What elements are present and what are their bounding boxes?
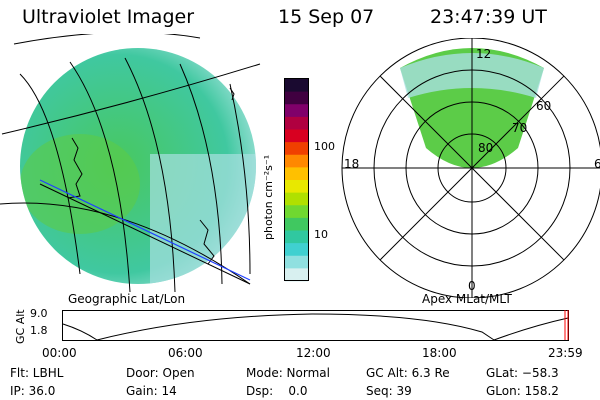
instrument-title: Ultraviolet Imager <box>22 6 195 28</box>
geo-grid-line <box>229 83 251 275</box>
colorbar-unit-label: photon cm⁻²s⁻¹ <box>262 154 275 240</box>
polar-mlt-6: 6 <box>594 157 600 171</box>
status-filter: Flt: LBHL <box>10 366 64 380</box>
polar-mlt-18: 18 <box>344 157 359 171</box>
colorbar-segment <box>285 154 308 168</box>
status-glon: GLon: 158.2 <box>486 384 559 398</box>
colorbar-segment <box>285 142 308 156</box>
colorbar-segment <box>285 255 308 269</box>
colorbar-tick-10: 10 <box>314 228 328 241</box>
strip-tick-0600: 06:00 <box>168 346 203 360</box>
geo-grid-line <box>124 57 176 293</box>
colorbar-segment <box>285 167 308 181</box>
colorbar-segment <box>285 243 308 257</box>
geo-grid-line <box>19 73 81 275</box>
geo-grid-line <box>1 63 261 135</box>
geographic-image <box>0 34 261 293</box>
colorbar-segment <box>285 79 308 93</box>
status-gain: Gain: 14 <box>126 384 177 398</box>
geo-grid-line <box>13 34 201 45</box>
colorbar-segment <box>285 129 308 143</box>
colorbar-segment <box>285 268 308 282</box>
colorbar-segment <box>285 192 308 206</box>
polar-spoke <box>379 75 565 261</box>
polar-lat-80: 80 <box>478 141 493 155</box>
status-glat: GLat: −58.3 <box>486 366 559 380</box>
geo-grid-line <box>69 61 131 293</box>
geo-grid-line <box>179 63 223 285</box>
strip-tick-1800: 18:00 <box>422 346 457 360</box>
colorbar-segment <box>285 104 308 118</box>
strip-tick-2359: 23:59 <box>548 346 583 360</box>
status-door: Door: Open <box>126 366 195 380</box>
polar-caption: Apex MLat/MLT <box>422 292 512 306</box>
gc-alt-tick-9: 9.0 <box>30 307 48 320</box>
date-label: 15 Sep 07 <box>278 6 375 28</box>
strip-tick-0000: 00:00 <box>42 346 77 360</box>
colorbar-segment <box>285 91 308 105</box>
colorbar <box>284 78 309 282</box>
status-mode: Mode: Normal <box>246 366 330 380</box>
colorbar-tick-100: 100 <box>314 140 335 153</box>
colorbar-segment <box>285 205 308 219</box>
polar-plot: 60 70 80 12 18 6 0 <box>341 38 600 298</box>
status-ip: IP: 36.0 <box>10 384 56 398</box>
colorbar-segment <box>285 180 308 194</box>
polar-mlt-12: 12 <box>476 47 491 61</box>
geographic-caption: Geographic Lat/Lon <box>68 292 186 306</box>
colorbar-segment <box>285 217 308 231</box>
altitude-strip <box>62 310 569 341</box>
status-seq: Seq: 39 <box>366 384 412 398</box>
time-label: 23:47:39 UT <box>430 6 547 28</box>
gc-alt-axis-label: GC Alt <box>14 309 27 344</box>
strip-tick-1200: 12:00 <box>296 346 331 360</box>
colorbar-segment <box>285 116 308 130</box>
status-gc-alt: GC Alt: 6.3 Re <box>366 366 450 380</box>
gc-alt-tick-1-8: 1.8 <box>30 324 48 337</box>
polar-lat-60: 60 <box>536 99 551 113</box>
status-dsp: Dsp: 0.0 <box>246 384 308 398</box>
polar-lat-70: 70 <box>512 121 527 135</box>
polar-mlt-0: 0 <box>468 279 476 293</box>
colorbar-segment <box>285 230 308 244</box>
